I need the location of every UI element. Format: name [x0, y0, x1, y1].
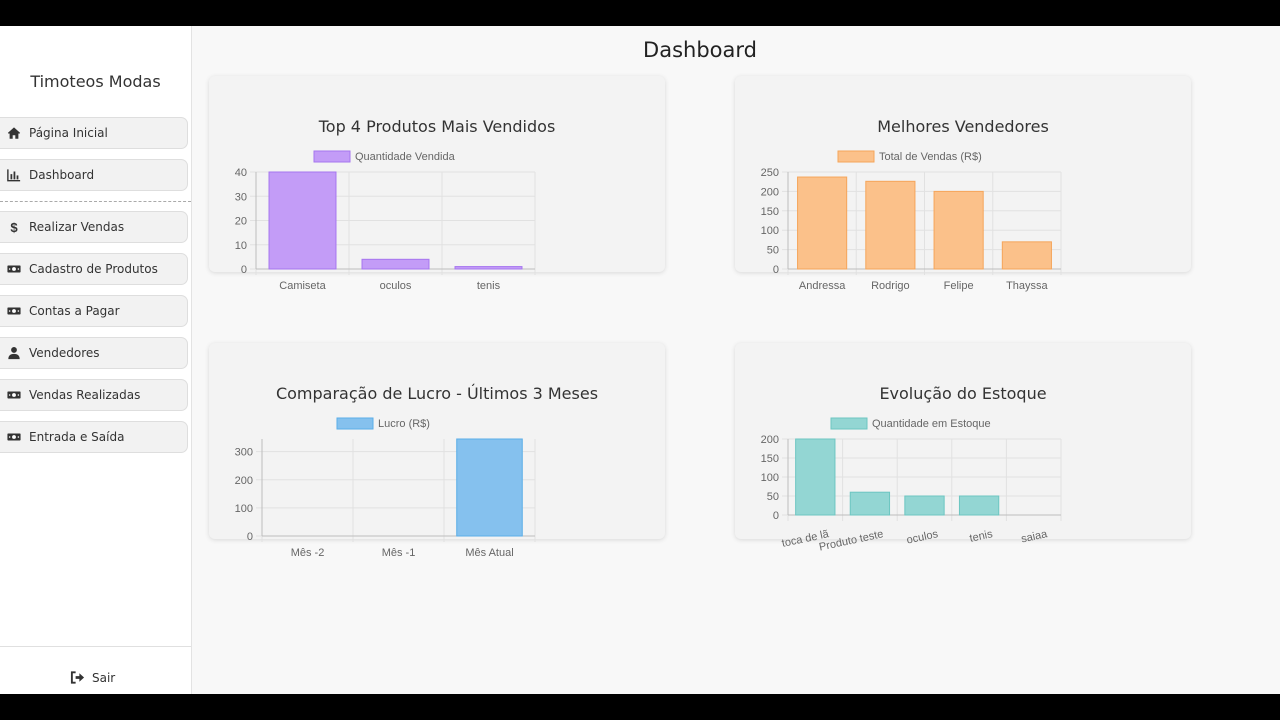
y-tick-label: 100	[235, 503, 253, 515]
sidebar-item-label: Vendedores	[29, 346, 100, 360]
y-tick-label: 100	[761, 225, 779, 237]
sign-out-icon	[70, 671, 85, 684]
chart-title: Evolução do Estoque	[879, 384, 1047, 403]
y-tick-label: 250	[761, 167, 779, 179]
dollar-icon: $	[7, 220, 21, 234]
sidebar-item-label: Entrada e Saída	[29, 430, 125, 444]
y-tick-label: 20	[235, 216, 247, 228]
y-tick-label: 40	[235, 167, 247, 179]
y-tick-label: 10	[235, 240, 247, 252]
y-tick-label: 100	[761, 472, 779, 484]
bar	[456, 438, 523, 537]
brand-name: Timoteos Modas	[30, 72, 161, 91]
y-tick-label: 300	[235, 447, 253, 459]
money-bill-icon	[7, 304, 21, 318]
x-tick-label: tenis	[968, 528, 994, 545]
legend-swatch	[313, 150, 351, 163]
legend-swatch	[837, 150, 875, 163]
y-tick-label: 200	[761, 186, 779, 198]
legend-label: Quantidade em Estoque	[872, 418, 991, 430]
sidebar-item-label: Vendas Realizadas	[29, 388, 141, 402]
bar	[904, 495, 945, 516]
chart-card-comparacao-lucro: Comparação de Lucro - Últimos 3 Meses Lu…	[209, 343, 665, 559]
bar	[268, 171, 337, 270]
x-tick-label: Camiseta	[279, 280, 326, 292]
page-title: Dashboard	[643, 38, 757, 62]
bar	[361, 258, 430, 270]
sidebar-item-label: Realizar Vendas	[29, 220, 125, 234]
bar	[958, 495, 1000, 516]
sidebar-item-realizar-vendas[interactable]: $ Realizar Vendas	[0, 211, 188, 243]
bar	[797, 176, 848, 270]
money-bill-icon	[7, 430, 21, 444]
bar	[865, 180, 916, 270]
sidebar-footer-divider	[0, 646, 191, 647]
bar	[1001, 241, 1052, 270]
y-tick-label: 0	[241, 264, 247, 276]
bar	[454, 266, 523, 270]
money-bill-icon	[7, 262, 21, 276]
home-icon	[7, 126, 21, 140]
x-tick-label: oculos	[906, 528, 940, 546]
y-tick-label: 200	[235, 475, 253, 487]
bar	[849, 491, 891, 516]
y-tick-label: 30	[235, 191, 247, 203]
chart-title: Top 4 Produtos Mais Vendidos	[318, 117, 556, 136]
x-tick-label: Mês Atual	[465, 547, 513, 559]
y-tick-label: 0	[773, 264, 779, 276]
sidebar-divider	[0, 201, 191, 202]
sidebar-item-label: Contas a Pagar	[29, 304, 120, 318]
sidebar-item-dashboard[interactable]: Dashboard	[0, 159, 188, 191]
sidebar-item-cadastro-de-produtos[interactable]: Cadastro de Produtos	[0, 253, 188, 285]
y-tick-label: 150	[761, 453, 779, 465]
y-tick-label: 50	[767, 245, 779, 257]
y-tick-label: 0	[247, 531, 253, 543]
bar-chart-comparacao-lucro: Lucro (R$) 0 100 200 300 Mês -2 Mês -1 Mês Atua…	[235, 417, 536, 559]
bar-chart-top-produtos: Quantidade Vendida 0 10 20 30 40 Camiseta oculo…	[235, 150, 536, 292]
legend-swatch	[336, 417, 374, 430]
bar	[795, 438, 836, 516]
sidebar-item-vendas-realizadas[interactable]: Vendas Realizadas	[0, 379, 188, 411]
chart-card-evolucao-estoque: Evolução do Estoque Quantidade em Estoqu…	[735, 343, 1191, 554]
y-tick-label: 200	[761, 434, 779, 446]
svg-text:$: $	[10, 220, 18, 234]
sidebar-item-pagina-inicial[interactable]: Página Inicial	[0, 117, 188, 149]
x-tick-label: Rodrigo	[871, 280, 910, 292]
bar-chart-melhores-vendedores: Total de Vendas (R$) 0 50 100 150 200 250 Andre…	[761, 150, 1062, 292]
legend-swatch	[830, 417, 868, 430]
chart-title: Melhores Vendedores	[877, 117, 1049, 136]
user-icon	[7, 346, 21, 360]
app-window: Timoteos Modas Página Inicial Dashboard …	[0, 26, 1280, 694]
legend-label: Total de Vendas (R$)	[879, 151, 982, 163]
sidebar-item-contas-a-pagar[interactable]: Contas a Pagar	[0, 295, 188, 327]
x-tick-label: Mês -1	[382, 547, 416, 559]
x-tick-label: Andressa	[799, 280, 846, 292]
logout-button[interactable]: Sair	[70, 670, 115, 685]
sidebar-item-label: Dashboard	[29, 168, 95, 182]
x-tick-label: saiaa	[1020, 528, 1049, 545]
sidebar-item-label: Cadastro de Produtos	[29, 262, 158, 276]
bar-chart-icon	[7, 168, 21, 182]
chart-card-melhores-vendedores: Melhores Vendedores Total de Vendas (R$)…	[735, 76, 1191, 292]
x-tick-label: Thayssa	[1006, 280, 1048, 292]
y-tick-label: 50	[767, 491, 779, 503]
y-tick-label: 150	[761, 206, 779, 218]
chart-card-top-produtos: Top 4 Produtos Mais Vendidos Quantidade …	[209, 76, 665, 292]
sidebar: Timoteos Modas Página Inicial Dashboard …	[0, 26, 192, 694]
x-tick-label: oculos	[380, 280, 412, 292]
x-tick-label: Mês -2	[291, 547, 325, 559]
sidebar-item-vendedores[interactable]: Vendedores	[0, 337, 188, 369]
sidebar-item-entrada-e-saida[interactable]: Entrada e Saída	[0, 421, 188, 453]
x-tick-label: Felipe	[944, 280, 974, 292]
legend-label: Lucro (R$)	[378, 418, 430, 430]
y-tick-label: 0	[773, 510, 779, 522]
money-bill-icon	[7, 388, 21, 402]
x-tick-label: tenis	[477, 280, 501, 292]
chart-title: Comparação de Lucro - Últimos 3 Meses	[275, 384, 599, 403]
logout-label: Sair	[92, 670, 116, 685]
bar	[933, 190, 984, 270]
legend-label: Quantidade Vendida	[355, 151, 456, 163]
sidebar-item-label: Página Inicial	[29, 126, 108, 140]
